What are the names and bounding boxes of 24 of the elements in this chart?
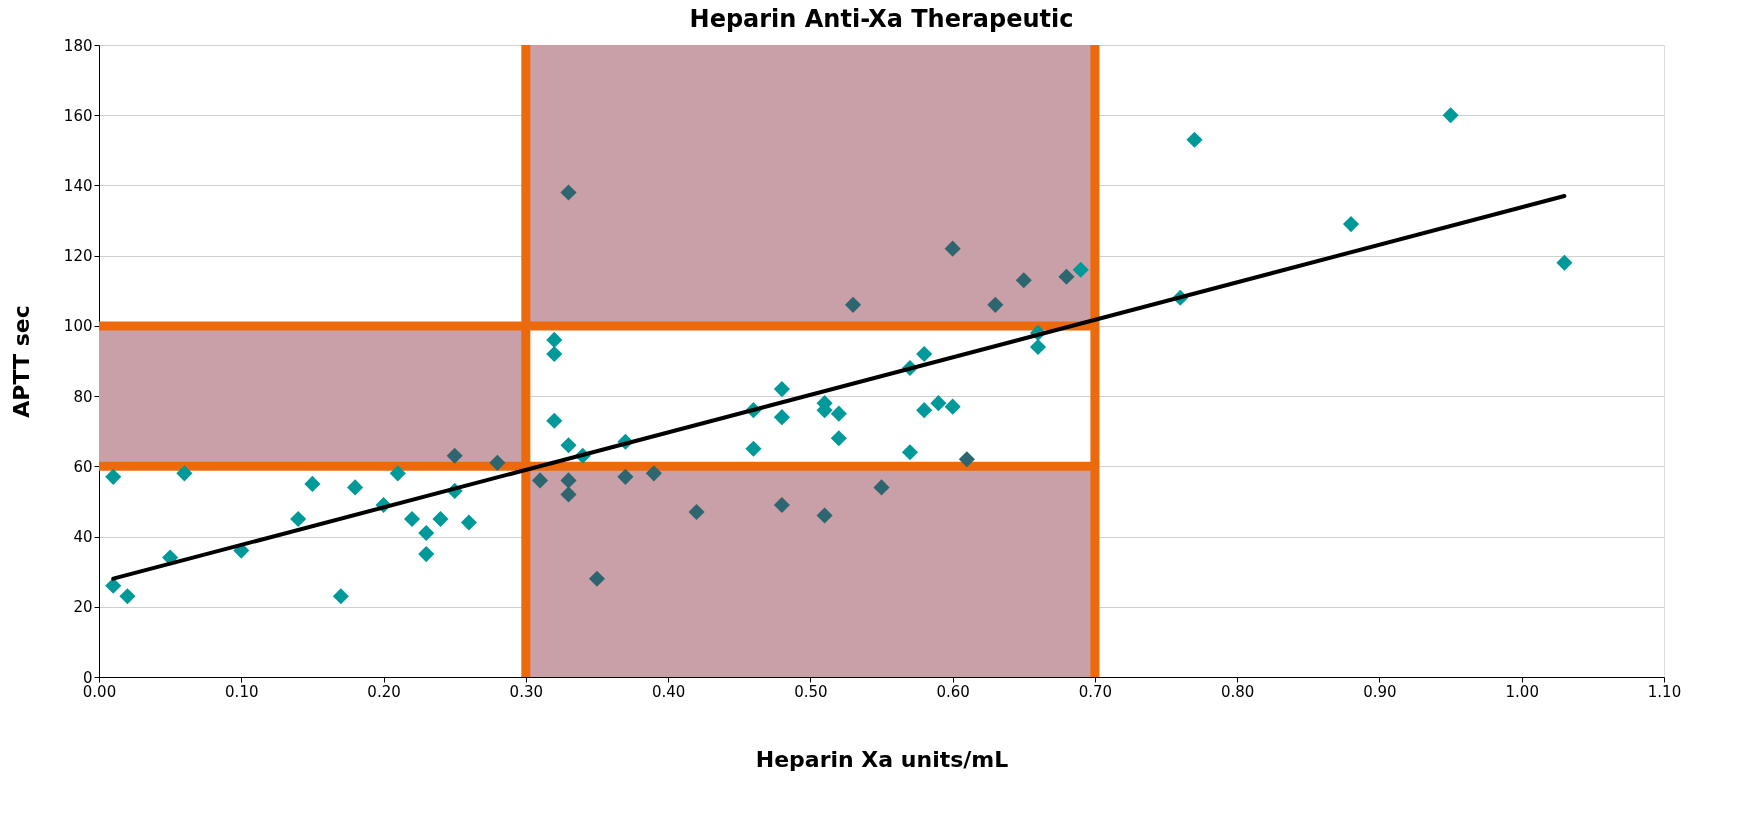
y-tick-label: 40 [73,528,93,547]
x-tick-label: 0.90 [1363,682,1397,701]
chart-title: Heparin Anti-Xa Therapeutic [689,5,1074,33]
x-tick-label: 0.50 [794,682,828,701]
x-axis-title: Heparin Xa units/mL [755,746,1009,772]
x-tick-label: 0.00 [82,682,117,701]
y-tick-label: 80 [73,387,93,406]
y-tick-label: 120 [63,247,93,266]
x-tick-label: 0.10 [225,682,259,701]
y-tick-label: 180 [63,36,93,55]
x-tick-label: 0.60 [936,682,970,701]
y-axis-title: APTT sec [8,305,34,418]
x-tick-label: 0.30 [509,682,544,701]
y-tick-label: 60 [73,457,93,476]
y-tick-label: 20 [73,598,93,617]
x-tick-label: 1.00 [1505,682,1539,701]
y-tick-label: 100 [63,317,93,336]
x-tick-label: 0.20 [367,682,401,701]
x-tick-label: 0.80 [1220,682,1255,701]
y-tick-label: 160 [63,106,93,125]
x-tick-label: 0.70 [1078,682,1113,701]
x-tick-label: 1.10 [1647,682,1682,701]
x-tick-label: 0.40 [651,682,686,701]
y-tick-label: 140 [63,176,93,195]
